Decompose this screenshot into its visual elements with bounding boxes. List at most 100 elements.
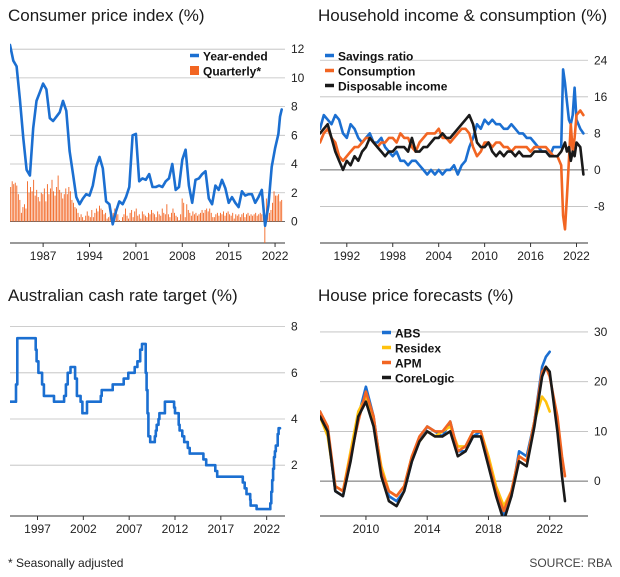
plot-area xyxy=(320,68,585,231)
bar-quarterly xyxy=(166,204,168,222)
bar-quarterly xyxy=(89,217,91,222)
bar-quarterly xyxy=(20,212,22,222)
bar-quarterly xyxy=(66,194,68,222)
x-tick-label: 2007 xyxy=(116,522,143,536)
bar-quarterly xyxy=(250,214,252,222)
bar-quarterly xyxy=(203,212,205,222)
bar-quarterly xyxy=(65,188,67,222)
x-tick-label: 1987 xyxy=(30,249,57,263)
chart-title-cpi: Consumer price index (%) xyxy=(8,6,205,25)
bar-quarterly xyxy=(224,215,226,222)
legend-label: Quarterly* xyxy=(203,65,261,79)
bar-quarterly xyxy=(272,202,273,222)
bar-quarterly xyxy=(158,214,160,222)
bar-quarterly xyxy=(204,209,206,222)
bar-quarterly xyxy=(86,211,88,222)
bar-quarterly xyxy=(246,214,247,222)
bar-quarterly xyxy=(140,218,142,222)
bar-quarterly xyxy=(25,208,27,222)
legend-label: Year-ended xyxy=(203,50,268,64)
bar-quarterly xyxy=(212,217,214,222)
y-tick-label: -8 xyxy=(594,199,605,213)
chart-title-cash-rate: Australian cash rate target (%) xyxy=(8,286,238,305)
bar-quarterly xyxy=(50,188,51,222)
bar-quarterly xyxy=(143,214,145,222)
bar-quarterly xyxy=(197,215,198,222)
bar-quarterly xyxy=(85,215,87,222)
plot-area xyxy=(320,350,567,516)
bar-quarterly xyxy=(92,217,94,222)
bar-quarterly xyxy=(232,212,234,222)
bar-quarterly xyxy=(219,212,221,222)
chart-cash-rate: 2 4 6 8 1997 2002 2007 2012 2017 2022 xyxy=(10,320,298,536)
bar-quarterly xyxy=(192,211,194,222)
bar-quarterly xyxy=(207,211,209,222)
bar-quarterly xyxy=(16,185,18,222)
x-tick-label: 2018 xyxy=(475,522,502,536)
bar-quarterly xyxy=(167,214,169,222)
bar-quarterly xyxy=(215,214,217,222)
bar-quarterly xyxy=(27,181,28,222)
bar-quarterly xyxy=(210,212,212,222)
bar-quarterly xyxy=(190,215,192,222)
bar-quarterly xyxy=(137,215,139,222)
bar-quarterly xyxy=(187,209,189,222)
y-tick-label: 8 xyxy=(291,100,298,114)
x-tick-label: 1994 xyxy=(76,249,103,263)
bar-quarterly xyxy=(56,187,58,222)
bar-quarterly xyxy=(131,209,133,222)
legend-label: Savings ratio xyxy=(338,50,413,64)
bar-quarterly xyxy=(53,191,54,222)
bar-quarterly xyxy=(255,212,257,222)
bar-quarterly xyxy=(201,209,203,222)
bar-quarterly xyxy=(157,211,159,222)
x-tick-label: 2002 xyxy=(70,522,97,536)
bar-quarterly xyxy=(258,214,260,222)
bar-quarterly xyxy=(34,195,36,222)
bar-quarterly xyxy=(252,215,254,222)
bar-quarterly xyxy=(177,217,179,222)
bar-quarterly xyxy=(82,217,84,222)
bar-quarterly xyxy=(129,212,131,222)
bar-quarterly xyxy=(39,201,41,222)
x-tick-label: 1998 xyxy=(379,249,406,263)
bar-quarterly xyxy=(275,195,277,222)
bar-quarterly xyxy=(43,188,45,222)
bar-quarterly xyxy=(276,195,278,222)
bar-quarterly xyxy=(170,212,172,222)
bar-quarterly xyxy=(135,208,137,222)
series-line-corelogic xyxy=(320,365,567,516)
bar-quarterly xyxy=(31,191,33,222)
bar-quarterly xyxy=(17,194,19,222)
bar-quarterly xyxy=(103,214,105,222)
bar-quarterly xyxy=(175,215,177,222)
bar-quarterly xyxy=(155,217,157,222)
bar-quarterly xyxy=(22,207,24,222)
bar-quarterly xyxy=(83,220,85,222)
bar-quarterly xyxy=(146,217,148,222)
bar-quarterly xyxy=(74,207,76,222)
bar-quarterly xyxy=(68,187,70,222)
bar-quarterly xyxy=(241,214,243,222)
bar-quarterly xyxy=(125,208,126,222)
bar-quarterly xyxy=(108,217,110,222)
bar-quarterly xyxy=(128,218,130,222)
series-line-residex xyxy=(320,395,551,508)
y-tick-label: 4 xyxy=(291,412,298,426)
legend-label: Consumption xyxy=(338,65,415,79)
bar-quarterly xyxy=(10,187,12,222)
bar-quarterly xyxy=(69,191,71,222)
chart-house-price: 0 10 20 30 2010 2014 2018 2022 ABSResidexAPMCore… xyxy=(320,325,608,536)
bar-quarterly xyxy=(273,191,275,222)
bar-quarterly xyxy=(100,208,102,222)
footnote: * Seasonally adjusted xyxy=(8,556,124,570)
bar-quarterly xyxy=(200,212,201,222)
bar-quarterly xyxy=(169,217,171,222)
legend-swatch xyxy=(190,66,199,75)
bar-quarterly xyxy=(120,221,122,222)
y-tick-label: 6 xyxy=(291,128,298,142)
x-tick-label: 2022 xyxy=(563,249,590,263)
chart-title-household: Household income & consumption (%) xyxy=(318,6,608,25)
